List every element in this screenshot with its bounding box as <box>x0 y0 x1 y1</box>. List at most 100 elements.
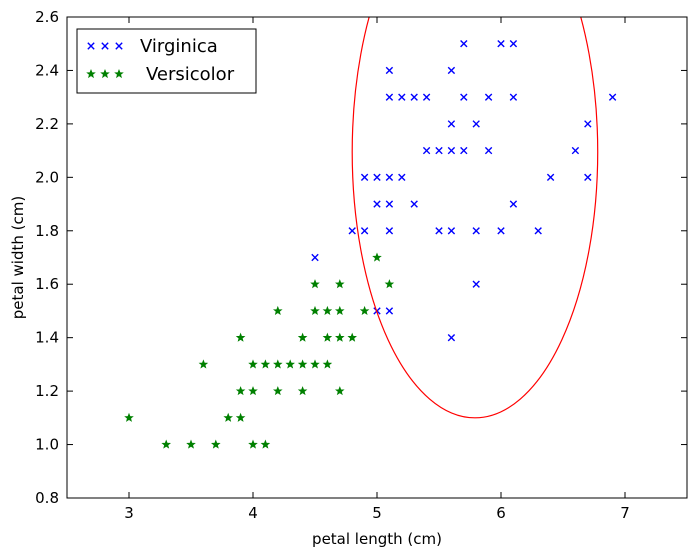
marker-stroke <box>398 93 406 101</box>
y-tick-label: 2.6 <box>35 8 59 26</box>
marker-stroke <box>360 227 369 235</box>
legend-label: Virginica <box>140 36 218 57</box>
data-point <box>124 412 134 422</box>
marker-stroke <box>385 307 394 315</box>
data-point <box>260 359 271 369</box>
y-tick-label: 1.0 <box>35 436 59 454</box>
marker-stroke <box>447 146 456 155</box>
y-tick-label: 1.4 <box>35 329 59 347</box>
x-tick-label: 4 <box>248 504 258 522</box>
marker-stroke <box>422 93 431 101</box>
data-point <box>359 305 370 316</box>
x-axis-ticks: 3 4 5 6 7 <box>124 17 630 522</box>
data-point <box>447 333 456 342</box>
x-tick-label: 7 <box>620 504 630 522</box>
marker-stroke <box>460 146 468 155</box>
data-point <box>584 120 592 128</box>
marker-stroke <box>509 40 518 48</box>
marker-stroke <box>571 146 580 155</box>
data-point <box>460 93 468 101</box>
x-tick-label: 6 <box>496 504 506 522</box>
plot-frame <box>66 16 688 499</box>
data-point <box>235 386 246 396</box>
marker-stroke <box>311 253 319 262</box>
data-point <box>385 200 394 208</box>
marker-stroke <box>373 173 381 182</box>
data-point <box>385 227 394 235</box>
data-point <box>335 279 345 289</box>
data-point <box>310 279 320 289</box>
marker-stroke <box>484 146 493 155</box>
marker-stroke <box>348 227 356 235</box>
data-point <box>447 66 456 75</box>
x-tick-label: 5 <box>372 504 382 522</box>
data-point <box>211 439 221 449</box>
data-point <box>335 305 345 316</box>
y-tick-label: 1.8 <box>35 222 59 240</box>
data-point <box>484 146 493 155</box>
data-point <box>546 173 555 182</box>
x-axis-label: petal length (cm) <box>312 530 442 548</box>
data-point <box>385 307 394 315</box>
data-point <box>497 40 505 48</box>
data-point <box>373 173 381 182</box>
data-point <box>260 439 271 449</box>
marker-stroke <box>509 93 518 101</box>
data-point <box>372 252 382 262</box>
data-point <box>584 173 592 182</box>
data-point <box>385 173 394 182</box>
data-point <box>335 332 345 342</box>
data-point <box>435 146 443 155</box>
data-point <box>447 146 456 155</box>
marker-stroke <box>398 173 406 182</box>
data-point <box>223 412 233 422</box>
data-point <box>273 305 283 316</box>
data-point <box>186 439 196 449</box>
marker-stroke <box>435 146 443 155</box>
legend-marker <box>101 42 109 50</box>
data-point <box>311 253 319 262</box>
marker-stroke <box>472 280 480 288</box>
legend-marker <box>100 68 110 79</box>
marker-stroke <box>101 42 109 50</box>
y-tick-label: 2.0 <box>35 168 59 186</box>
data-point <box>509 40 518 48</box>
data-point <box>509 200 518 208</box>
marker-stroke <box>534 227 542 235</box>
marker-stroke <box>509 200 518 208</box>
marker-stroke <box>385 66 394 75</box>
data-point <box>235 332 246 342</box>
marker-stroke <box>447 66 456 75</box>
data-point <box>348 227 356 235</box>
y-axis-ticks: 0.8 1.0 1.2 1.4 1.6 1.8 2.0 2.2 2.4 2.6 <box>35 8 687 507</box>
data-point <box>322 332 333 342</box>
legend-marker <box>86 68 96 79</box>
marker-stroke <box>447 333 456 342</box>
data-point <box>285 359 295 369</box>
x-tick-label: 3 <box>124 504 134 522</box>
y-tick-label: 1.6 <box>35 275 59 293</box>
marker-stroke <box>115 42 123 50</box>
marker-stroke <box>385 227 394 235</box>
data-point <box>273 386 283 396</box>
series-virginica <box>311 40 617 342</box>
data-point <box>297 386 308 396</box>
data-point <box>235 412 246 422</box>
data-point <box>297 359 308 369</box>
marker-stroke <box>422 146 431 155</box>
plot-area <box>124 17 617 449</box>
data-point <box>447 120 456 128</box>
marker-stroke <box>460 93 468 101</box>
data-point <box>497 227 505 235</box>
marker-stroke <box>373 200 381 208</box>
marker-stroke <box>546 173 555 182</box>
data-point <box>335 386 345 396</box>
data-point <box>422 146 431 155</box>
data-point <box>248 386 258 396</box>
legend: Virginica Versicolor <box>76 28 257 94</box>
y-tick-label: 2.4 <box>35 61 59 79</box>
marker-stroke <box>360 173 369 182</box>
data-point <box>297 332 308 342</box>
data-point <box>534 227 542 235</box>
